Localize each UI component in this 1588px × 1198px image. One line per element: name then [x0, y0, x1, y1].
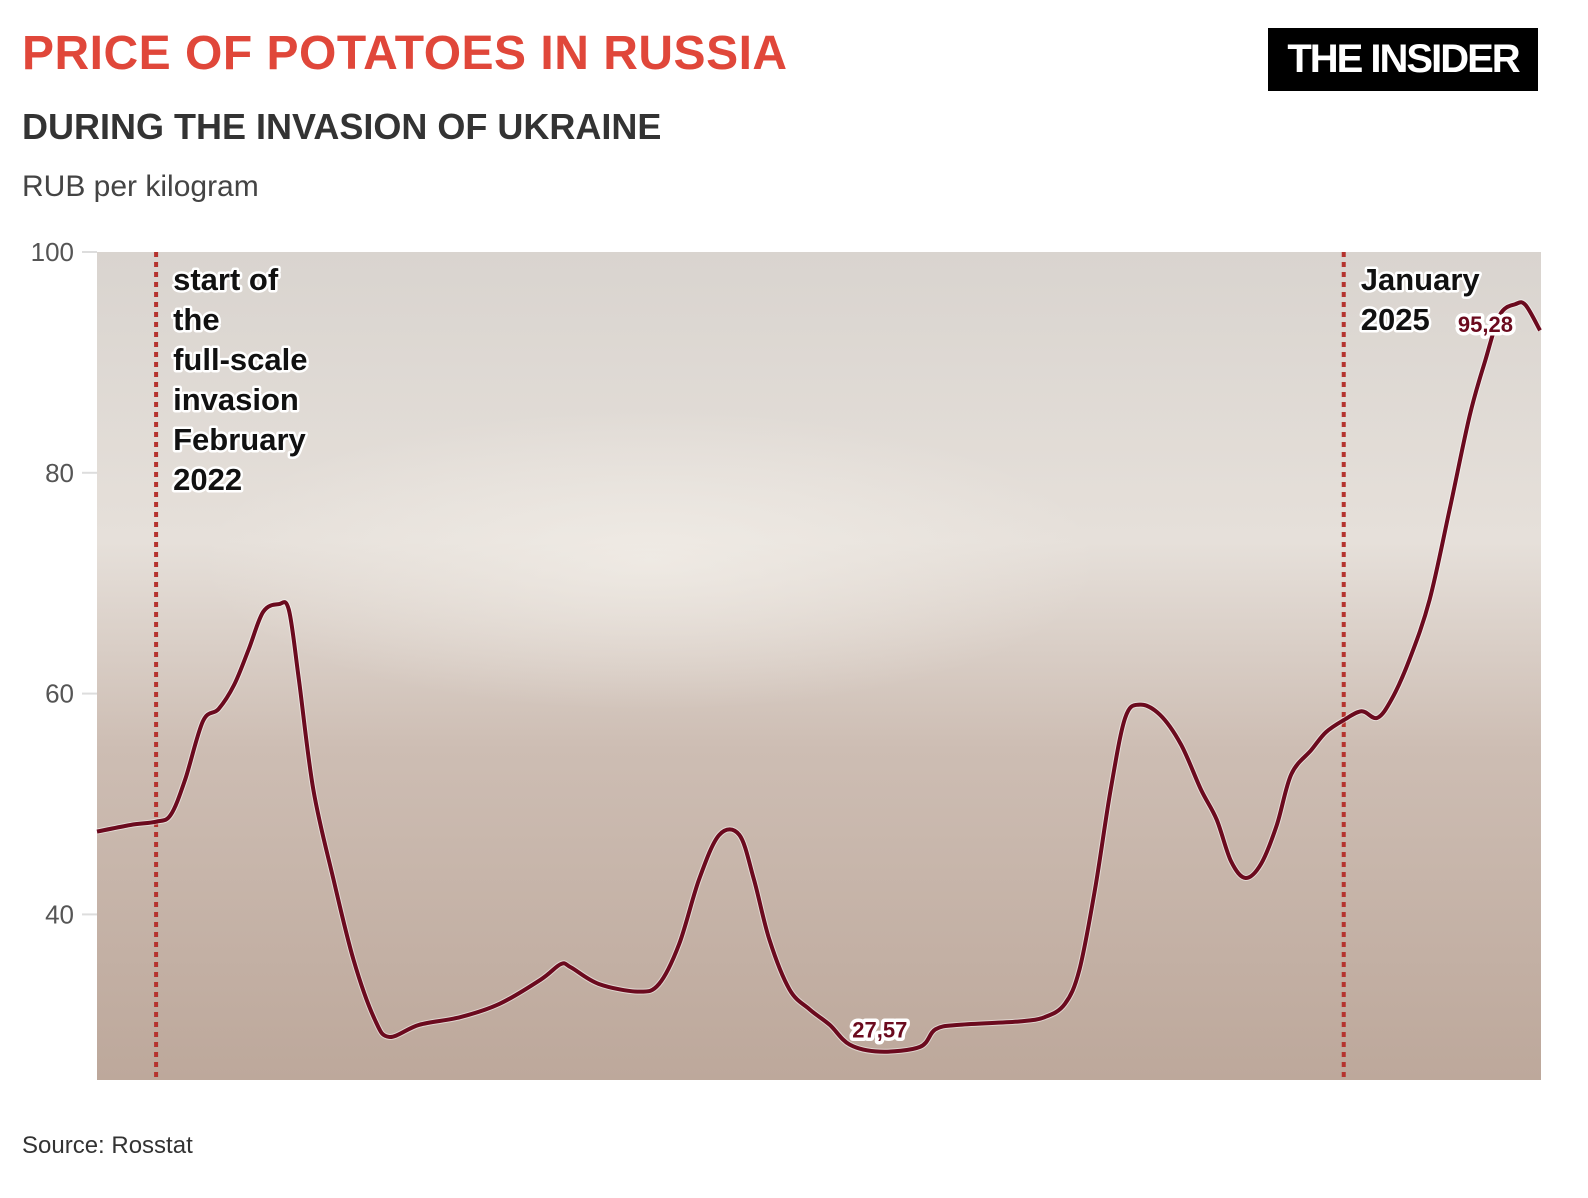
- source-note: Source: Rosstat: [22, 1132, 193, 1159]
- unit-label: RUB per kilogram: [22, 170, 259, 203]
- annotation-text: the: [173, 302, 220, 337]
- annotation-text: start of: [173, 262, 279, 297]
- y-tick-label: 40: [45, 899, 74, 929]
- y-tick-label: 80: [45, 458, 74, 488]
- annotation-text: February: [173, 422, 306, 457]
- data-label: 95,28: [1458, 312, 1513, 337]
- annotation-text: 2022: [173, 462, 242, 497]
- the-insider-logo: THE INSIDER: [1268, 28, 1538, 91]
- annotation-text: full-scale: [173, 342, 307, 377]
- chart-title: PRICE OF POTATOES IN RUSSIA: [22, 27, 788, 80]
- background-photo-highlight: [200, 410, 1100, 710]
- annotation-text: January: [1361, 262, 1481, 297]
- price-line: [96, 300, 1542, 1054]
- y-tick-label: 100: [31, 237, 74, 267]
- annotation-text: 2025: [1361, 302, 1430, 337]
- data-label: 27,57: [852, 1018, 907, 1043]
- annotation-text: invasion: [173, 382, 299, 417]
- chart-subtitle: DURING THE INVASION OF UKRAINE: [22, 106, 662, 147]
- y-tick-label: 60: [45, 679, 74, 709]
